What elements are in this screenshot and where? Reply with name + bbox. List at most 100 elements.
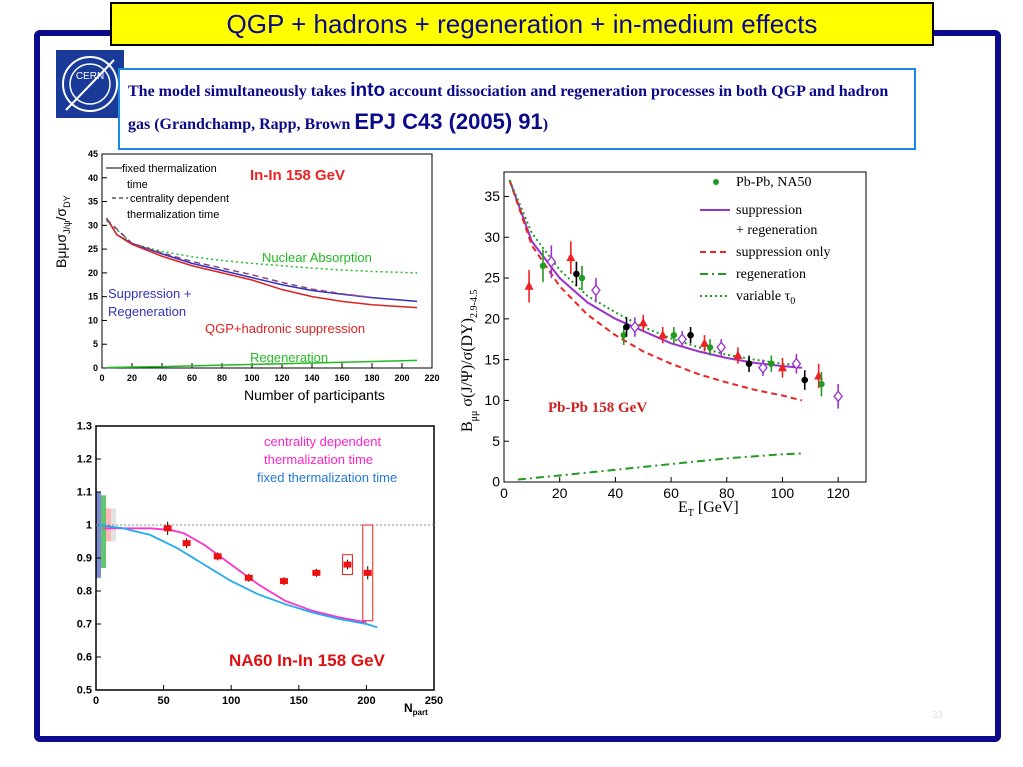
chart1-xtick-label: 120 bbox=[274, 373, 289, 383]
chart2-ylabel-rest: σ(J/Ψ)/σ(DY) bbox=[459, 318, 476, 411]
chart2-title: Pb-Pb 158 GeV bbox=[548, 400, 647, 416]
chart2-data-point bbox=[623, 323, 630, 331]
chart2-legend-label: suppression bbox=[736, 203, 802, 218]
chart1-xtick-label: 200 bbox=[394, 373, 409, 383]
cern-logo-text: CERN bbox=[76, 71, 104, 82]
chart3-xlabel: Npart bbox=[404, 701, 428, 717]
chart2-ytick-label: 25 bbox=[484, 270, 500, 286]
chart-in-in-participants: 0 20 40 60 80 100 120 140 160 180 200 220 0 5 10 15 20 25… bbox=[53, 149, 440, 403]
chart2-series-line bbox=[508, 179, 803, 369]
chart1-ylabel-slash: /σ bbox=[53, 208, 69, 221]
chart3-xtick-label: 100 bbox=[222, 695, 240, 707]
chart1-title: In-In 158 GeV bbox=[250, 167, 345, 184]
chart2-data-point bbox=[677, 333, 688, 346]
chart2-xlabel-rest: [GeV] bbox=[694, 499, 739, 516]
page-number: 33 bbox=[931, 710, 943, 721]
chart1-ytick-label: 40 bbox=[88, 173, 98, 183]
chart2-series-line bbox=[508, 179, 803, 367]
chart2-data-point bbox=[791, 357, 802, 370]
chart3-data-point bbox=[213, 553, 222, 560]
chart2-data-point bbox=[591, 284, 601, 297]
chart3-series-line bbox=[102, 527, 367, 624]
chart2-ytick-label: 15 bbox=[484, 351, 500, 367]
cern-logo: CERN bbox=[56, 50, 124, 118]
chart2-data-point bbox=[578, 274, 586, 282]
chart1-xtick-label: 220 bbox=[424, 373, 439, 383]
chart1-series-line bbox=[105, 218, 373, 299]
chart1-ylabel-main: Bμμσ bbox=[53, 234, 69, 268]
chart3-data-point bbox=[343, 561, 352, 568]
chart3-series-line bbox=[98, 524, 378, 629]
chart3-title: NA60 In-In 158 GeV bbox=[229, 651, 386, 670]
chart1-xtick-label: 160 bbox=[334, 373, 349, 383]
chart2-legend-marker bbox=[713, 179, 719, 185]
chart1-ytick-label: 5 bbox=[93, 339, 98, 349]
chart2-xlabel-sub: T bbox=[688, 508, 694, 519]
chart2-data-point bbox=[716, 341, 727, 354]
chart3-xtick-label: 0 bbox=[93, 695, 99, 707]
chart2-series-line bbox=[517, 452, 802, 481]
chart1-xtick-label: 20 bbox=[127, 373, 137, 383]
chart2-data-point bbox=[699, 338, 709, 347]
chart3-systematic-box bbox=[362, 524, 374, 622]
chart1-ytick-label: 15 bbox=[88, 292, 98, 302]
chart1-ytick-label: 20 bbox=[88, 268, 98, 278]
chart2-ylabel-main: B bbox=[459, 421, 476, 432]
chart1-annot-qgp: QGP+hadronic suppression bbox=[205, 321, 365, 336]
chart2-xtick-label: 40 bbox=[608, 485, 624, 501]
chart1-series-line bbox=[105, 217, 418, 309]
chart2-plot-frame bbox=[503, 171, 867, 483]
chart3-uncertainty-band bbox=[101, 495, 106, 568]
chart1-ytick-label: 25 bbox=[88, 244, 98, 254]
chart3-ytick-label: 0.7 bbox=[77, 619, 92, 631]
chart2-xtick-label: 20 bbox=[552, 485, 568, 501]
chart3-ytick-label: 1.1 bbox=[77, 487, 92, 499]
chart2-ytick-label: 10 bbox=[484, 392, 500, 408]
chart1-ylabel-sub2: DY bbox=[62, 195, 72, 208]
chart2-data-point bbox=[638, 317, 648, 327]
chart1-ytick-label: 0 bbox=[93, 363, 98, 373]
chart2-xlabel: ET [GeV] bbox=[678, 499, 739, 519]
chart3-ytick-label: 1.2 bbox=[77, 454, 92, 466]
chart1-xtick-label: 80 bbox=[217, 373, 227, 383]
chart2-legend-label-sub: 0 bbox=[790, 296, 795, 307]
chart1-xtick-label: 60 bbox=[187, 373, 197, 383]
chart-pbpb-et: 0 20 40 60 80 100 120 0 5 10 15 20 25 30 35 Pb-Pb 158 … bbox=[459, 171, 867, 519]
chart2-data-point bbox=[566, 252, 576, 262]
chart1-annot-nuclear: Nuclear Absorption bbox=[262, 250, 372, 265]
chart1-legend-2b: thermalization time bbox=[127, 209, 219, 221]
chart3-xtick-label: 200 bbox=[357, 695, 375, 707]
chart2-legend-label: regeneration bbox=[736, 267, 806, 282]
chart1-legend-1: fixed thermalization bbox=[122, 163, 217, 175]
chart3-data-point bbox=[363, 569, 372, 576]
chart3-xlabel-sub: part bbox=[413, 708, 428, 717]
slide-title: QGP + hadrons + regeneration + in-medium… bbox=[110, 2, 934, 46]
description-part1: The model simultaneously takes bbox=[128, 83, 351, 100]
description-close: ) bbox=[542, 116, 549, 133]
description-reference: EPJ C43 (2005) 91 bbox=[354, 109, 543, 134]
chart3-xtick-label: 250 bbox=[425, 695, 443, 707]
chart2-data-point bbox=[687, 331, 694, 339]
chart2-xtick-label: 60 bbox=[663, 485, 679, 501]
chart2-data-point bbox=[524, 281, 534, 290]
chart1-series-line bbox=[105, 220, 418, 274]
chart1-annot-supp2: Regeneration bbox=[108, 304, 186, 319]
chart2-xtick-label: 80 bbox=[719, 485, 735, 501]
chart2-data-point bbox=[758, 361, 768, 374]
chart3-data-point bbox=[279, 578, 288, 585]
chart2-ytick-label: 0 bbox=[492, 474, 500, 490]
chart2-data-point bbox=[818, 380, 825, 388]
chart1-ytick-label: 45 bbox=[88, 149, 98, 159]
chart3-uncertainty-band bbox=[96, 492, 101, 578]
chart1-annot-regen: Regeneration bbox=[250, 350, 328, 365]
chart1-legend-2: centrality dependent bbox=[130, 193, 229, 205]
chart2-data-point bbox=[745, 360, 753, 368]
chart3-xtick-label: 50 bbox=[157, 695, 169, 707]
chart3-ytick-label: 0.8 bbox=[77, 586, 92, 598]
chart2-data-point bbox=[670, 331, 678, 339]
chart2-data-point bbox=[573, 270, 580, 278]
chart2-ylabel-sub: μμ bbox=[469, 411, 480, 422]
chart2-xtick-label: 100 bbox=[771, 485, 795, 501]
chart3-annot-fixed: fixed thermalization time bbox=[257, 470, 397, 485]
chart1-ylabel-sub1: J/ψ bbox=[62, 220, 72, 233]
